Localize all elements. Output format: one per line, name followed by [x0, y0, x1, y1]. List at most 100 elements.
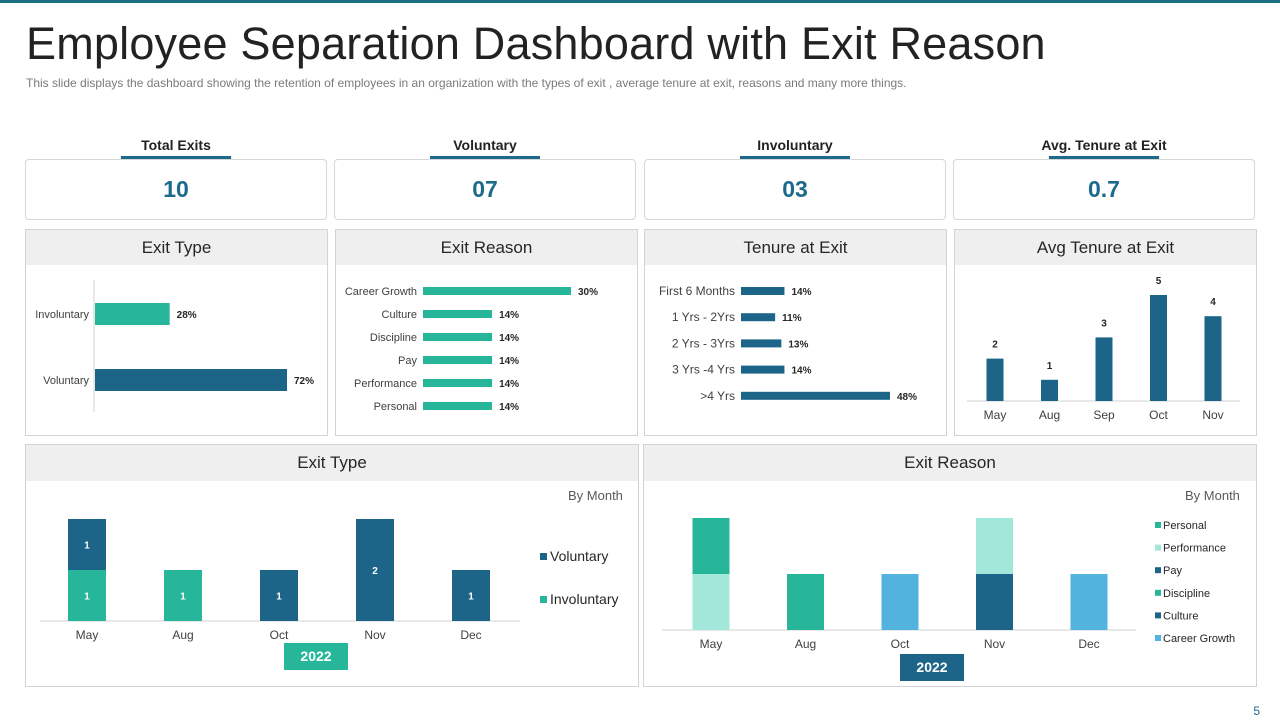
category-label: >4 Yrs	[700, 389, 735, 403]
data-label: 14%	[499, 402, 519, 413]
top-accent-line	[0, 0, 1280, 3]
data-label: 48%	[897, 392, 917, 403]
category-label: 1 Yrs - 2Yrs	[672, 310, 735, 324]
data-label: 14%	[499, 333, 519, 344]
tick-label: Dec	[460, 628, 481, 642]
kpi-voluntary-value: 07	[472, 176, 498, 202]
bar-segment	[692, 518, 730, 574]
tick-label: Oct	[1149, 408, 1168, 422]
bar	[741, 339, 782, 348]
exit-type-chart: Involuntary 28% Voluntary 72%	[35, 280, 314, 412]
kpi-avg-tenure-underline	[1049, 156, 1159, 160]
legend-label: Involuntary	[550, 591, 618, 607]
tick-label: Oct	[891, 637, 910, 651]
bar	[95, 303, 170, 325]
tick-label: Aug	[172, 628, 193, 642]
bar-segment	[881, 574, 919, 630]
bar	[1150, 295, 1167, 401]
bar-segment	[452, 570, 490, 621]
bar	[423, 379, 493, 387]
category-label: Career Growth	[345, 286, 417, 298]
exit-type-year-badge: 2022	[284, 643, 348, 670]
data-label: 2	[372, 566, 378, 577]
tick-label: May	[700, 637, 723, 651]
exit-type-month-chart: 1 1 May 1 Aug 1 Oct 2 Nov 1 Dec Voluntary Involuntar…	[40, 519, 618, 642]
bar-segment	[976, 518, 1013, 574]
exit-type-panel-title: Exit Type	[26, 230, 327, 265]
category-label: Performance	[354, 378, 417, 390]
bar	[423, 402, 493, 410]
bar-segment	[356, 519, 394, 621]
data-label: 1	[180, 592, 186, 603]
bar-segment	[976, 574, 1013, 630]
data-label: 1	[276, 592, 282, 603]
category-label: Voluntary	[43, 375, 89, 387]
tick-label: Nov	[984, 637, 1005, 651]
exit-reason-month-title: Exit Reason	[644, 445, 1256, 481]
kpi-voluntary-label: Voluntary	[453, 137, 517, 153]
kpi-voluntary-card: 07	[334, 159, 636, 220]
data-label: 72%	[294, 376, 314, 387]
legend-swatch	[1155, 589, 1161, 596]
tick-label: May	[984, 408, 1007, 422]
category-label: Personal	[374, 401, 417, 413]
exit-reason-by-month-label: By Month	[1185, 488, 1240, 503]
data-label: 4	[1210, 297, 1216, 308]
bar	[423, 356, 493, 364]
exit-reason-month-panel: Exit Reason By Month May Aug Oct Nov Dec Pers…	[643, 444, 1257, 687]
category-label: Involuntary	[35, 309, 89, 321]
kpi-total-exits-card: 10	[25, 159, 327, 220]
data-label: 2	[992, 340, 998, 351]
data-label: 11%	[782, 313, 802, 324]
tick-label: Aug	[795, 637, 816, 651]
exit-reason-panel-title: Exit Reason	[336, 230, 637, 265]
legend-label: Pay	[1163, 565, 1182, 577]
kpi-involuntary-value: 03	[782, 176, 808, 202]
data-label: 1	[468, 592, 474, 603]
bar-segment	[68, 519, 106, 570]
exit-type-by-month-label: By Month	[568, 488, 623, 503]
kpi-total-exits-underline	[121, 156, 231, 160]
avg-tenure-panel-title: Avg Tenure at Exit	[955, 230, 1256, 265]
category-label: 2 Yrs - 3Yrs	[672, 336, 735, 350]
tenure-at-exit-panel: Tenure at Exit First 6 Months 14% 1 Yrs - …	[644, 229, 947, 436]
kpi-avg-tenure-card: 0.7	[953, 159, 1255, 220]
legend-swatch	[1155, 522, 1161, 528]
tenure-at-exit-chart: First 6 Months 14% 1 Yrs - 2Yrs 11% 2 Yrs - …	[659, 284, 917, 403]
legend-label: Voluntary	[550, 548, 608, 564]
category-label: 3 Yrs -4 Yrs	[672, 363, 735, 377]
legend-swatch	[540, 596, 547, 603]
tick-label: Nov	[364, 628, 385, 642]
data-label: 14%	[791, 287, 811, 298]
kpi-involuntary-underline	[740, 156, 850, 160]
data-label: 14%	[499, 310, 519, 321]
legend-swatch	[1155, 612, 1161, 619]
data-label: 28%	[177, 310, 197, 321]
bar	[1204, 316, 1222, 401]
data-label: 14%	[499, 379, 519, 390]
avg-tenure-chart: 2 May 1 Aug 3 Sep 5 Oct 4 Nov	[967, 276, 1240, 422]
legend-swatch	[1155, 567, 1161, 574]
data-label: 14%	[791, 366, 811, 377]
legend-label: Career Growth	[1163, 633, 1235, 645]
bar-segment	[164, 570, 202, 621]
kpi-avg-tenure-label: Avg. Tenure at Exit	[1041, 137, 1167, 153]
bar-segment	[260, 570, 298, 621]
bar	[1095, 337, 1113, 401]
bar	[741, 287, 785, 295]
category-label: Culture	[382, 309, 417, 321]
page-title: Employee Separation Dashboard with Exit …	[26, 18, 1046, 69]
data-label: 1	[84, 592, 90, 603]
data-label: 3	[1101, 318, 1107, 329]
avg-tenure-panel: Avg Tenure at Exit 2 May 1 Aug 3 Sep 5 Oct 4 Nov	[954, 229, 1257, 436]
tick-label: May	[76, 628, 99, 642]
kpi-involuntary-label: Involuntary	[757, 137, 833, 153]
legend-swatch	[1155, 544, 1161, 551]
kpi-total-exits-label: Total Exits	[141, 137, 211, 153]
tick-label: Dec	[1078, 637, 1099, 651]
bar-segment	[1070, 574, 1108, 630]
legend-label: Discipline	[1163, 588, 1210, 600]
bar-segment	[68, 570, 106, 621]
exit-type-month-title: Exit Type	[26, 445, 638, 481]
tick-label: Sep	[1093, 408, 1115, 422]
